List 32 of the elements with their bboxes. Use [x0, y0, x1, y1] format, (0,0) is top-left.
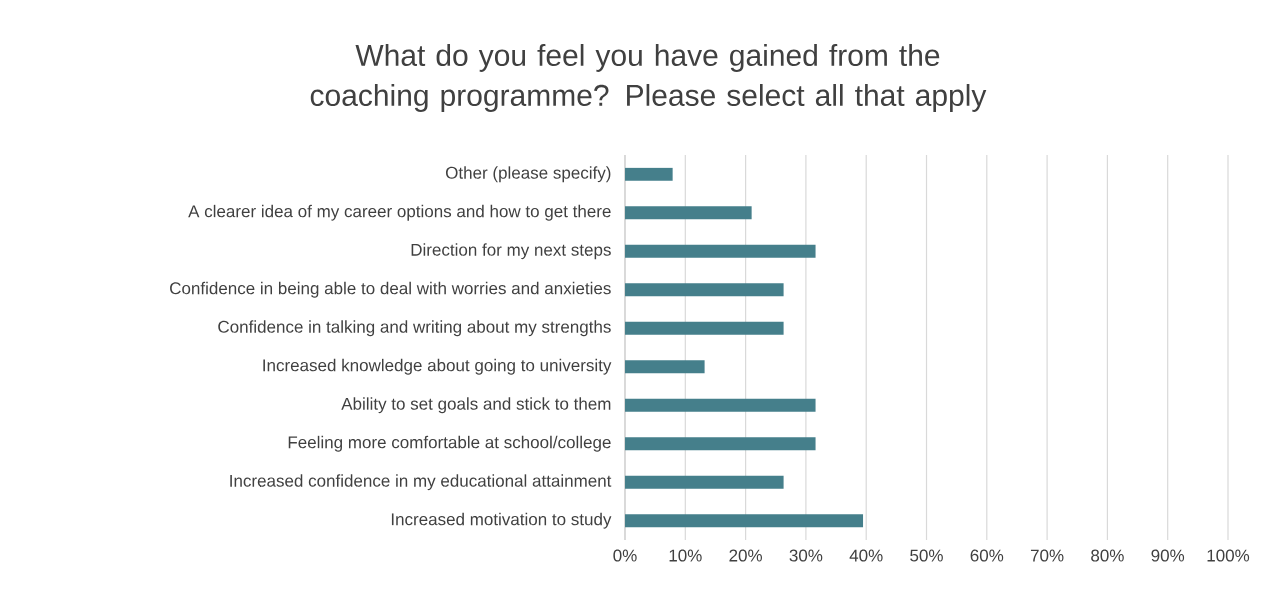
y-tick-label: Increased motivation to study	[391, 512, 612, 529]
bar	[625, 206, 752, 220]
y-tick-label: A clearer idea of my career options and how to get there	[188, 204, 611, 221]
x-tick-label: 0%	[613, 549, 637, 562]
x-tick-label: 80%	[1091, 549, 1124, 562]
bar	[625, 398, 816, 412]
x-tick-label: 70%	[1030, 549, 1064, 562]
x-tick-label: 30%	[789, 549, 823, 562]
y-tick-label: Increased confidence in my educational attainment	[230, 474, 612, 491]
x-tick-label: 100%	[1207, 549, 1250, 562]
bar	[625, 321, 784, 335]
chart-title: What do you feel you have gained from the coaching programme? Please select all that apply	[310, 44, 987, 112]
y-tick-label: Confidence in talking and writing about my strengths	[218, 320, 611, 337]
x-tick-label: 40%	[849, 549, 883, 562]
x-tick-label: 50%	[910, 549, 943, 562]
y-tick-label: Ability to set goals and stick to them	[341, 397, 611, 414]
y-tick-label: Other (please specify)	[445, 166, 611, 183]
bar	[625, 283, 784, 297]
bar	[625, 244, 816, 258]
x-tick-label: 10%	[669, 549, 702, 562]
x-tick-label: 60%	[970, 549, 1004, 562]
bar	[625, 437, 816, 451]
bar	[625, 475, 784, 489]
x-tick-label: 20%	[729, 549, 762, 562]
y-tick-label: Feeling more comfortable at school/college	[288, 435, 611, 452]
x-tick-label: 90%	[1151, 549, 1185, 562]
bar	[625, 167, 673, 181]
bar	[625, 514, 864, 528]
y-tick-label: Increased knowledge about going to university	[263, 358, 612, 375]
y-tick-label: Direction for my next steps	[411, 243, 611, 260]
bar	[625, 360, 705, 374]
y-tick-label: Confidence in being able to deal with worries and anxieties	[170, 281, 611, 298]
